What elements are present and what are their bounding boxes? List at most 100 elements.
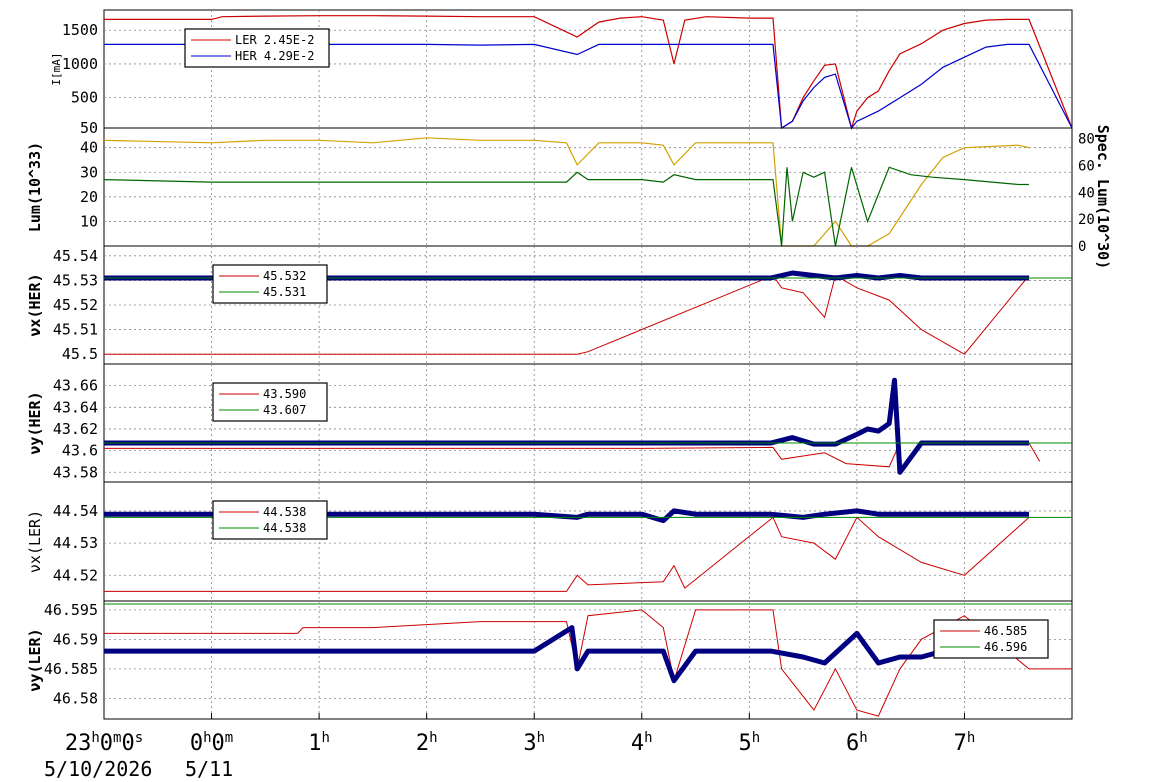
y-tick-label: 43.66 (53, 377, 98, 395)
y-axis-label: I[mA] (50, 52, 63, 85)
x-tick-label: 23h0m0s (65, 730, 143, 756)
x-tick-label: 7h (954, 730, 976, 756)
tick-unit-sup: h (537, 730, 545, 746)
tick-unit-sup: m (225, 730, 233, 746)
y-tick-label: 30 (80, 163, 98, 181)
tick-unit-sup: h (203, 730, 211, 746)
time-axis: 5/10/2026 5/11 23h0m0s 0h0m 1h 2h 3h 4h 5h 6h 7h (44, 713, 975, 781)
tick-value: 0 (121, 731, 134, 756)
panel-frame (103, 363, 1073, 483)
series-line (103, 166, 1029, 247)
series-line (104, 15, 1073, 131)
y-tick-label: 50 (80, 119, 98, 137)
legend: 46.585 46.596 (933, 619, 1049, 659)
panel-1: 50 500 1000 1500 I[mA] LER 2.45E-2 HER 4.29E-2 (50, 9, 1073, 137)
legend-entry: 43.590 (263, 387, 306, 401)
legend-box (212, 500, 328, 540)
y-tick-label: 43.62 (53, 420, 98, 438)
panel-5: 44.52 44.53 44.54 νx(LER) 44.538 44.538 (26, 481, 1073, 602)
x-tick-label: 6h (846, 730, 868, 756)
legend: 45.532 45.531 (212, 264, 328, 304)
y-tick-label: 45.51 (53, 321, 98, 339)
legend-entry: 46.596 (984, 640, 1027, 654)
legend: LER 2.45E-2 HER 4.29E-2 (184, 28, 330, 68)
tick-value: 7 (954, 731, 967, 756)
tick-unit-sup: h (967, 730, 975, 746)
legend-entry: 45.532 (263, 269, 306, 283)
legend-entry: 44.538 (263, 521, 306, 535)
tick-value: 0 (100, 731, 113, 756)
tick-value: 2 (416, 731, 429, 756)
x-tick-label: 3h (523, 730, 545, 756)
legend-entry: 46.585 (984, 624, 1027, 638)
y-tick-label: 46.585 (44, 660, 98, 678)
x-tick-label: 2h (416, 730, 438, 756)
y-tick-label: 20 (80, 188, 98, 206)
tick-value: 4 (631, 731, 644, 756)
legend-box (212, 382, 328, 422)
panel-2: 10 20 30 40 0 20 40 60 80 Lum(10^33) Spec. Lum(10^… (26, 125, 1112, 270)
series-markers (104, 508, 1029, 524)
legend-entry: LER 2.45E-2 (235, 33, 314, 47)
y-tick-label: 46.59 (53, 630, 98, 648)
y-right-tick-label: 40 (1078, 185, 1095, 201)
series-line (103, 137, 1030, 247)
x-tick-label: 4h (631, 730, 653, 756)
tick-unit-sup: m (113, 730, 121, 746)
tick-value: 3 (523, 731, 536, 756)
tick-value: 0 (190, 731, 203, 756)
y-tick-label: 44.53 (53, 534, 98, 552)
legend-entry: 44.538 (263, 505, 306, 519)
tick-value: 0 (212, 731, 225, 756)
tick-unit-sup: h (322, 730, 330, 746)
y-right-tick-label: 0 (1078, 239, 1086, 255)
tick-unit-sup: h (859, 730, 867, 746)
y-tick-label: 45.52 (53, 296, 98, 314)
panel-frame (103, 127, 1073, 247)
tick-value: 6 (846, 731, 859, 756)
y-axis-label: Lum(10^33) (26, 142, 44, 232)
series-line (104, 609, 1072, 717)
date-next-label: 5/11 (185, 757, 233, 781)
legend-box (212, 264, 328, 304)
panel-frame (103, 481, 1073, 602)
tick-unit-sup: h (91, 730, 99, 746)
y-tick-label: 45.5 (62, 345, 98, 363)
y-axis-label: νy(LER) (26, 628, 44, 691)
y-tick-label: 43.64 (53, 398, 98, 416)
y-tick-label: 44.54 (53, 502, 98, 520)
y-tick-label: 43.6 (62, 442, 98, 460)
y-tick-label: 10 (80, 212, 98, 230)
tick-value: 5 (738, 731, 751, 756)
tick-value: 1 (308, 731, 321, 756)
tick-unit-sup: h (429, 730, 437, 746)
y-tick-label: 45.53 (53, 271, 98, 289)
y-tick-label: 44.52 (53, 566, 98, 584)
legend-box (184, 28, 330, 68)
series-line (104, 516, 1030, 592)
x-tick-label: 1h (308, 730, 330, 756)
y-axis-label: νy(HER) (26, 391, 44, 454)
tick-value: 23 (65, 731, 92, 756)
legend: 43.590 43.607 (212, 382, 328, 422)
legend-entry: 45.531 (263, 285, 306, 299)
tick-unit-sup: h (644, 730, 652, 746)
legend-box (933, 619, 1049, 659)
y-right-tick-label: 20 (1078, 212, 1095, 228)
y-tick-label: 1500 (62, 21, 98, 39)
tick-unit-sup: h (752, 730, 760, 746)
x-tick-label: 5h (738, 730, 760, 756)
y-tick-label: 43.58 (53, 463, 98, 481)
series-line (104, 43, 1073, 130)
legend: 44.538 44.538 (212, 500, 328, 540)
x-tick-label: 0h0m (190, 730, 233, 756)
y-tick-label: 45.54 (53, 247, 98, 265)
panel-frame (103, 9, 1073, 129)
y-right-tick-label: 60 (1078, 159, 1095, 175)
y-tick-label: 46.58 (53, 689, 98, 707)
series-line (104, 274, 1030, 355)
y-tick-label: 1000 (62, 55, 98, 73)
y-axis-label: νx(LER) (26, 510, 44, 573)
